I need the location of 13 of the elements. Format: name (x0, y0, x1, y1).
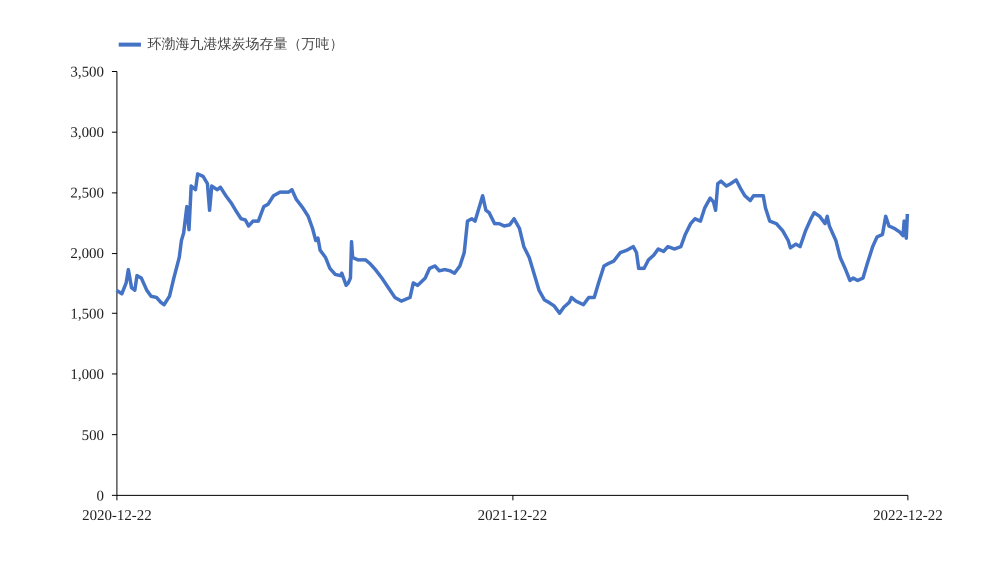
y-tick-label: 1,000 (70, 367, 104, 384)
y-tick-label: 500 (82, 428, 104, 444)
y-tick-label: 3,000 (70, 125, 104, 142)
y-tick-label: 3,500 (70, 64, 104, 80)
legend-label: 环渤海九港煤炭场存量（万吨） (147, 36, 344, 53)
y-tick-label: 1,500 (70, 306, 104, 323)
y-tick-label: 2,000 (70, 246, 104, 262)
y-tick-label: 0 (96, 488, 104, 504)
line-series (114, 172, 910, 315)
x-tick-label: 2022-12-22 (873, 508, 943, 524)
x-tick-label: 2020-12-22 (82, 508, 152, 524)
x-tick-label: 2021-12-22 (478, 508, 548, 524)
y-tick-label: 2,500 (70, 186, 104, 202)
